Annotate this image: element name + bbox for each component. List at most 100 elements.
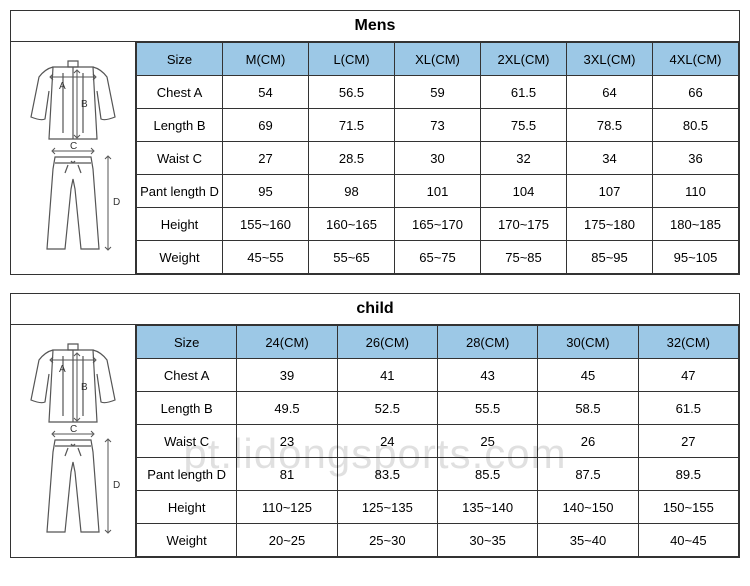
cell: 45 bbox=[538, 359, 638, 392]
table-row: Pant length D9598101104107110 bbox=[137, 175, 739, 208]
svg-text:B: B bbox=[81, 382, 88, 393]
row-label: Height bbox=[137, 491, 237, 524]
cell: 85.5 bbox=[437, 458, 537, 491]
cell: 89.5 bbox=[638, 458, 738, 491]
mens-title: Mens bbox=[11, 11, 739, 42]
cell: 24 bbox=[337, 425, 437, 458]
cell: 30 bbox=[395, 142, 481, 175]
cell: 25 bbox=[437, 425, 537, 458]
col-header: L(CM) bbox=[309, 43, 395, 76]
row-label: Waist C bbox=[137, 142, 223, 175]
cell: 55~65 bbox=[309, 241, 395, 274]
cell: 58.5 bbox=[538, 392, 638, 425]
cell: 30~35 bbox=[437, 524, 537, 557]
col-header: 32(CM) bbox=[638, 326, 738, 359]
cell: 78.5 bbox=[567, 109, 653, 142]
mens-diagram: A B bbox=[11, 42, 136, 274]
mens-table: Size M(CM) L(CM) XL(CM) 2XL(CM) 3XL(CM) … bbox=[136, 42, 739, 274]
cell: 180~185 bbox=[653, 208, 739, 241]
cell: 28.5 bbox=[309, 142, 395, 175]
size-header: Size bbox=[137, 326, 237, 359]
cell: 43 bbox=[437, 359, 537, 392]
row-label: Chest A bbox=[137, 76, 223, 109]
child-size-chart: child A bbox=[10, 293, 740, 558]
col-header: M(CM) bbox=[223, 43, 309, 76]
row-label: Weight bbox=[137, 524, 237, 557]
cell: 95~105 bbox=[653, 241, 739, 274]
cell: 66 bbox=[653, 76, 739, 109]
table-row: Weight45~5555~6565~7575~8585~9595~105 bbox=[137, 241, 739, 274]
cell: 98 bbox=[309, 175, 395, 208]
cell: 71.5 bbox=[309, 109, 395, 142]
label-d: D bbox=[113, 197, 120, 208]
row-label: Height bbox=[137, 208, 223, 241]
cell: 101 bbox=[395, 175, 481, 208]
cell: 85~95 bbox=[567, 241, 653, 274]
cell: 23 bbox=[237, 425, 337, 458]
cell: 55.5 bbox=[437, 392, 537, 425]
cell: 59 bbox=[395, 76, 481, 109]
svg-text:A: A bbox=[59, 364, 66, 375]
cell: 49.5 bbox=[237, 392, 337, 425]
table-row: Chest A5456.55961.56466 bbox=[137, 76, 739, 109]
col-header: 4XL(CM) bbox=[653, 43, 739, 76]
cell: 47 bbox=[638, 359, 738, 392]
cell: 40~45 bbox=[638, 524, 738, 557]
cell: 39 bbox=[237, 359, 337, 392]
mens-size-chart: Mens A bbox=[10, 10, 740, 275]
size-header: Size bbox=[137, 43, 223, 76]
table-row: Length B6971.57375.578.580.5 bbox=[137, 109, 739, 142]
table-row: Waist C2728.530323436 bbox=[137, 142, 739, 175]
cell: 83.5 bbox=[337, 458, 437, 491]
row-label: Pant length D bbox=[137, 458, 237, 491]
cell: 165~170 bbox=[395, 208, 481, 241]
cell: 35~40 bbox=[538, 524, 638, 557]
row-label: Length B bbox=[137, 392, 237, 425]
mens-header-row: Size M(CM) L(CM) XL(CM) 2XL(CM) 3XL(CM) … bbox=[137, 43, 739, 76]
tracksuit-diagram-icon: A B bbox=[13, 53, 133, 263]
cell: 160~165 bbox=[309, 208, 395, 241]
cell: 65~75 bbox=[395, 241, 481, 274]
child-header-row: Size 24(CM) 26(CM) 28(CM) 30(CM) 32(CM) bbox=[137, 326, 739, 359]
cell: 170~175 bbox=[481, 208, 567, 241]
cell: 140~150 bbox=[538, 491, 638, 524]
row-label: Chest A bbox=[137, 359, 237, 392]
cell: 73 bbox=[395, 109, 481, 142]
cell: 45~55 bbox=[223, 241, 309, 274]
cell: 27 bbox=[223, 142, 309, 175]
label-b: B bbox=[81, 99, 88, 110]
table-row: Height155~160160~165165~170170~175175~18… bbox=[137, 208, 739, 241]
col-header: XL(CM) bbox=[395, 43, 481, 76]
row-label: Pant length D bbox=[137, 175, 223, 208]
col-header: 2XL(CM) bbox=[481, 43, 567, 76]
tracksuit-diagram-icon: A B C bbox=[13, 336, 133, 546]
child-title: child bbox=[11, 294, 739, 325]
row-label: Weight bbox=[137, 241, 223, 274]
cell: 150~155 bbox=[638, 491, 738, 524]
cell: 95 bbox=[223, 175, 309, 208]
cell: 26 bbox=[538, 425, 638, 458]
cell: 104 bbox=[481, 175, 567, 208]
cell: 87.5 bbox=[538, 458, 638, 491]
cell: 41 bbox=[337, 359, 437, 392]
cell: 56.5 bbox=[309, 76, 395, 109]
cell: 27 bbox=[638, 425, 738, 458]
cell: 81 bbox=[237, 458, 337, 491]
cell: 135~140 bbox=[437, 491, 537, 524]
cell: 54 bbox=[223, 76, 309, 109]
cell: 32 bbox=[481, 142, 567, 175]
cell: 61.5 bbox=[638, 392, 738, 425]
col-header: 3XL(CM) bbox=[567, 43, 653, 76]
col-header: 26(CM) bbox=[337, 326, 437, 359]
table-row: Chest A3941434547 bbox=[137, 359, 739, 392]
table-row: Waist C2324252627 bbox=[137, 425, 739, 458]
label-a: A bbox=[59, 81, 66, 92]
col-header: 28(CM) bbox=[437, 326, 537, 359]
cell: 75.5 bbox=[481, 109, 567, 142]
label-c: C bbox=[70, 141, 77, 152]
cell: 36 bbox=[653, 142, 739, 175]
svg-text:C: C bbox=[70, 424, 77, 435]
cell: 110 bbox=[653, 175, 739, 208]
table-row: Length B49.552.555.558.561.5 bbox=[137, 392, 739, 425]
row-label: Length B bbox=[137, 109, 223, 142]
